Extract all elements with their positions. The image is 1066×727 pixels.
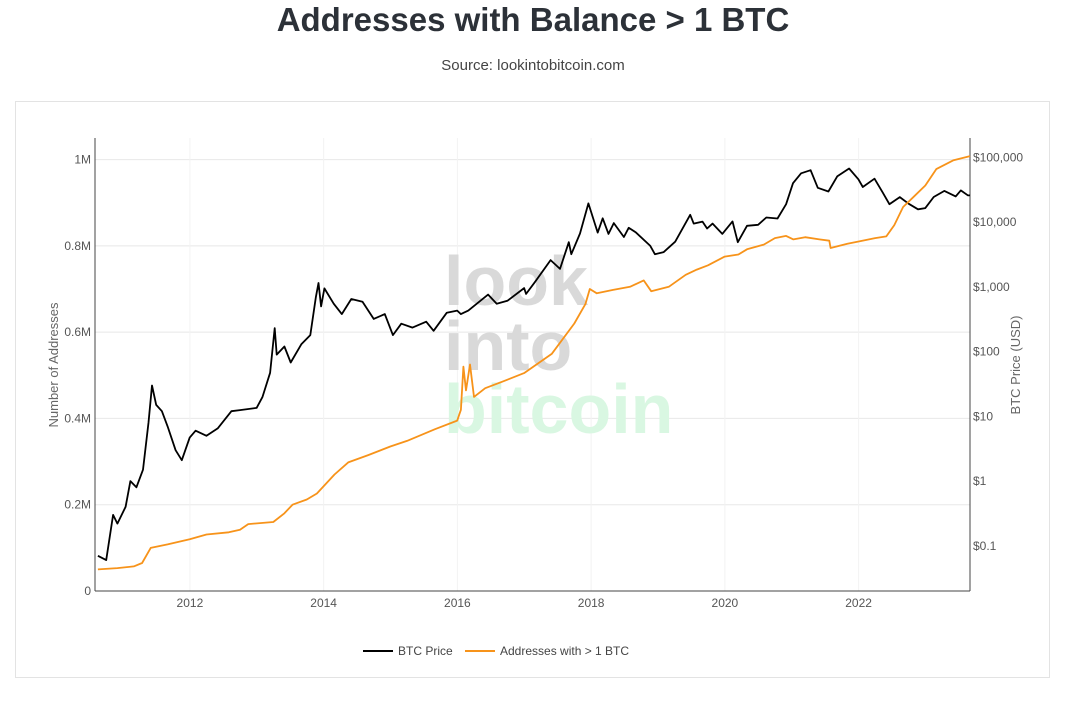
watermark-bitcoin: bitcoin bbox=[444, 370, 673, 448]
series-layer bbox=[97, 155, 971, 571]
x-tick-label: 2018 bbox=[578, 596, 605, 610]
chart-container bbox=[15, 101, 1050, 678]
right-axis-title: BTC Price (USD) bbox=[1008, 316, 1023, 415]
left-axis-ticks: 0 0.2M 0.4M 0.6M 0.8M 1M bbox=[64, 153, 91, 598]
left-axis-title: Number of Addresses bbox=[46, 302, 61, 428]
legend-label-addresses[interactable]: Addresses with > 1 BTC bbox=[500, 644, 629, 658]
series-line-addresses bbox=[97, 155, 971, 571]
watermark-into: into bbox=[444, 307, 572, 385]
left-tick-label: 0.2M bbox=[64, 498, 91, 512]
right-tick-label: $100 bbox=[973, 345, 1000, 359]
axes bbox=[94, 138, 971, 592]
right-tick-label: $10 bbox=[973, 409, 993, 423]
left-tick-label: 0 bbox=[84, 584, 91, 598]
legend: BTC Price Addresses with > 1 BTC bbox=[363, 644, 629, 658]
x-tick-label: 2012 bbox=[177, 596, 204, 610]
x-tick-label: 2020 bbox=[712, 596, 739, 610]
left-tick-label: 0.6M bbox=[64, 325, 91, 339]
legend-label-btc-price[interactable]: BTC Price bbox=[398, 644, 453, 658]
x-tick-label: 2016 bbox=[444, 596, 471, 610]
x-tick-label: 2014 bbox=[310, 596, 337, 610]
page-title: Addresses with Balance > 1 BTC bbox=[276, 1, 790, 38]
left-tick-label: 0.4M bbox=[64, 411, 91, 425]
right-tick-label: $0.1 bbox=[973, 539, 997, 553]
page-subtitle: Source: lookintobitcoin.com bbox=[441, 57, 625, 74]
grid-lines bbox=[95, 138, 970, 591]
right-tick-label: $10,000 bbox=[973, 215, 1017, 229]
watermark: look into bitcoin bbox=[444, 242, 673, 448]
left-tick-label: 1M bbox=[74, 153, 91, 167]
right-tick-label: $100,000 bbox=[973, 150, 1023, 164]
series-line-btc-price bbox=[97, 167, 971, 561]
left-tick-label: 0.8M bbox=[64, 239, 91, 253]
right-tick-label: $1 bbox=[973, 474, 987, 488]
x-tick-label: 2022 bbox=[845, 596, 872, 610]
right-tick-label: $1,000 bbox=[973, 280, 1010, 294]
right-axis-ticks: $0.1 $1 $10 $100 $1,000 $10,000 $100,000 bbox=[973, 150, 1023, 552]
x-axis-ticks: 2012 2014 2016 2018 2020 2022 bbox=[177, 596, 873, 610]
